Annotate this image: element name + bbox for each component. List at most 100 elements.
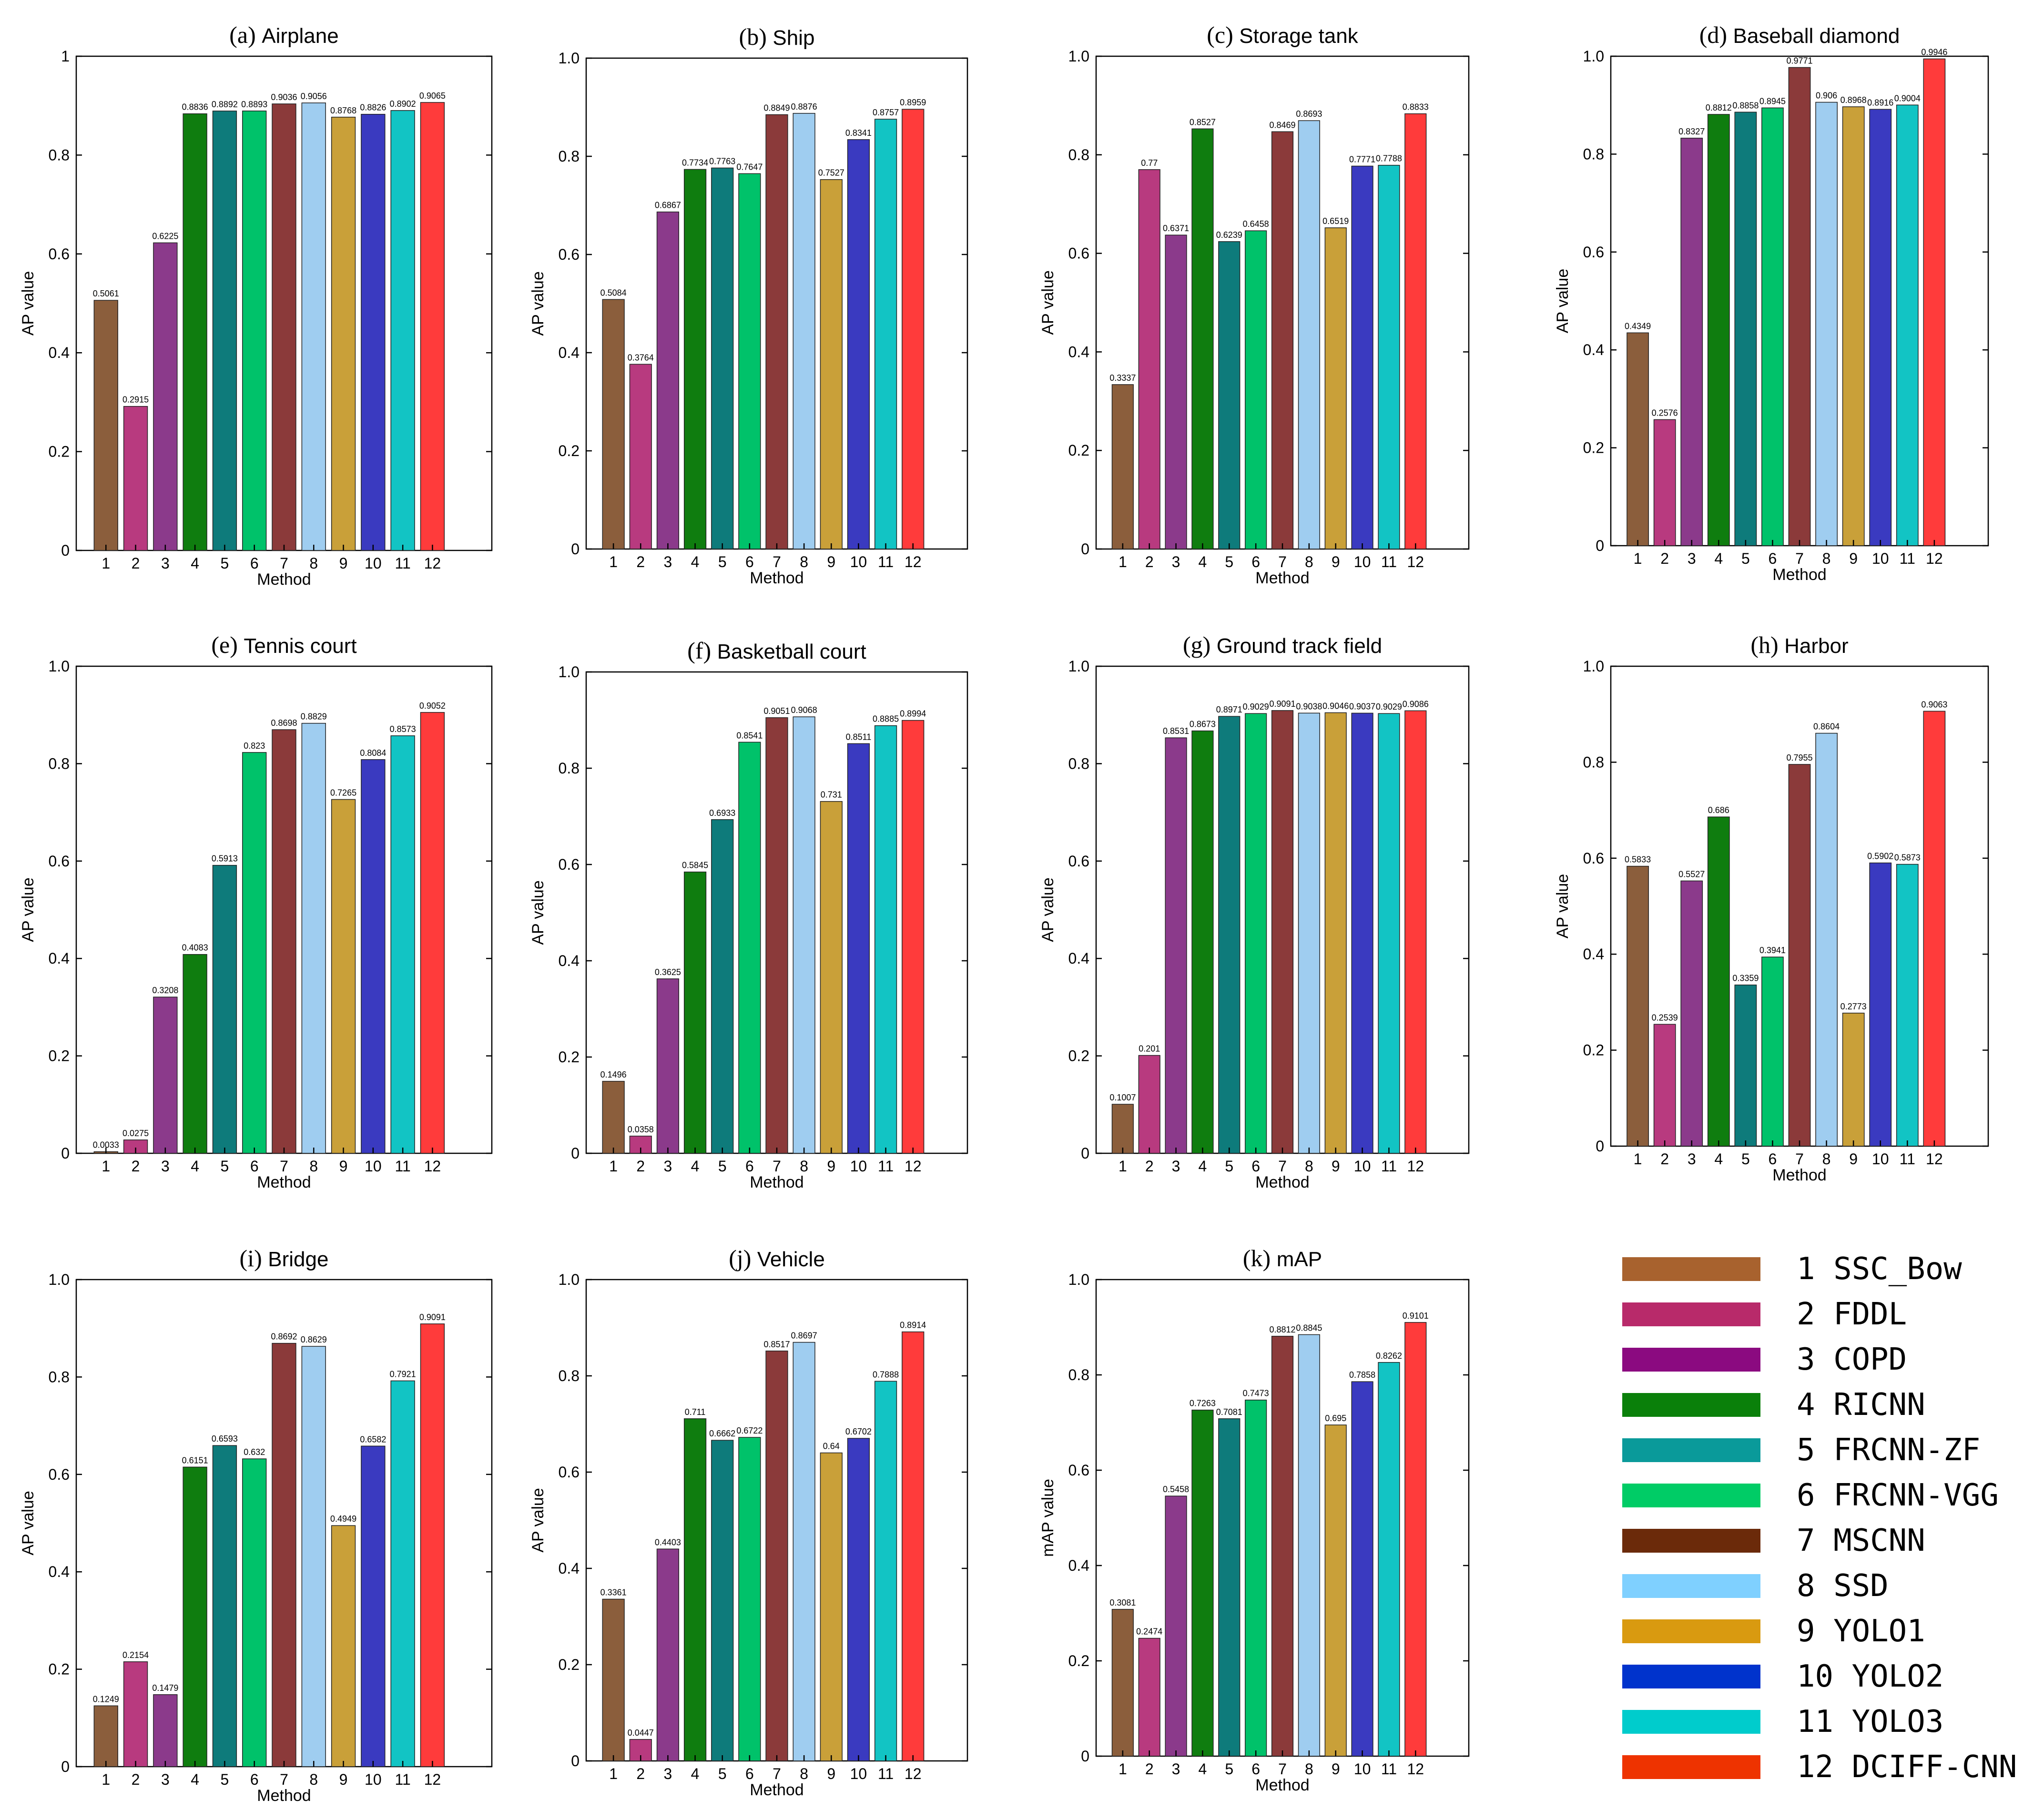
y-tick-label: 0.2	[1068, 1652, 1089, 1669]
bar-value-label: 0.3764	[628, 353, 654, 362]
x-tick-label: 11	[395, 1158, 411, 1175]
x-tick-label: 1	[609, 1158, 618, 1175]
x-tick-label: 5	[718, 1765, 727, 1782]
bar-value-label: 0.0033	[93, 1140, 119, 1150]
bar-method-10	[361, 1445, 386, 1767]
bar-method-8	[793, 716, 815, 1154]
chart-title: (b) Ship	[739, 23, 815, 50]
y-axis-label: AP value	[529, 880, 547, 945]
x-tick-label: 3	[161, 555, 170, 572]
x-tick-label: 11	[1381, 553, 1397, 570]
legend-swatch	[1622, 1665, 1760, 1688]
x-tick-label: 3	[1172, 1158, 1180, 1175]
y-tick-label: 0.6	[1583, 244, 1604, 261]
bar-method-11	[874, 119, 897, 549]
x-tick-label: 8	[800, 1765, 808, 1782]
bar-method-2	[1138, 169, 1160, 549]
x-tick-label: 1	[102, 555, 110, 572]
x-tick-label: 4	[1199, 1760, 1207, 1778]
x-tick-label: 6	[1251, 1760, 1260, 1778]
x-tick-label: 11	[1381, 1158, 1397, 1175]
bar-method-4	[1707, 114, 1730, 546]
x-tick-label: 8	[1822, 1150, 1831, 1168]
x-tick-label: 7	[280, 1158, 288, 1175]
y-tick-label: 1.0	[1068, 48, 1089, 65]
bar-value-label: 0.7263	[1190, 1399, 1216, 1408]
x-tick-label: 2	[132, 1158, 140, 1175]
bar-method-5	[1218, 716, 1241, 1154]
x-tick-label: 6	[745, 1765, 754, 1782]
bar-method-1	[93, 300, 118, 551]
x-tick-label: 7	[773, 1158, 781, 1175]
bar-value-label: 0.9056	[301, 92, 327, 101]
y-tick-label: 0.6	[559, 1464, 580, 1481]
bar-method-7	[272, 103, 296, 551]
y-tick-label: 0.6	[1068, 1462, 1089, 1479]
bar-value-label: 0.8876	[791, 102, 817, 112]
x-tick-label: 2	[1145, 1760, 1154, 1778]
x-tick-label: 1	[609, 1765, 618, 1782]
y-tick-label: 0.2	[49, 1047, 70, 1065]
bar-value-label: 0.8541	[736, 731, 763, 740]
bar-value-label: 0.7734	[682, 158, 708, 167]
chart-f: 0 0.2 0.4 0.6 0.8 1.0 0.1496 1 0.0358 2 0.3625 3 0.5…	[529, 637, 968, 1191]
bar-value-label: 0.8262	[1376, 1351, 1402, 1361]
bar-method-11	[874, 1381, 897, 1761]
bar-value-label: 0.9046	[1322, 701, 1349, 711]
x-tick-label: 5	[221, 555, 229, 572]
x-tick-label: 1	[1634, 1150, 1642, 1168]
bar-value-label: 0.8858	[1732, 101, 1759, 110]
bar-value-label: 0.6225	[152, 231, 178, 241]
bar-method-11	[390, 735, 415, 1154]
x-tick-label: 10	[1354, 1760, 1371, 1778]
bar-value-label: 0.9086	[1403, 699, 1429, 709]
y-tick-label: 1.0	[1583, 48, 1604, 65]
y-tick-label: 0.8	[1068, 1366, 1089, 1383]
bar-value-label: 0.6662	[709, 1429, 735, 1438]
bar-method-4	[183, 954, 207, 1154]
y-tick-label: 0.4	[1583, 341, 1604, 358]
bar-method-1	[1111, 384, 1134, 549]
y-axis-label: AP value	[1039, 877, 1057, 942]
x-axis-label: Method	[1255, 569, 1309, 587]
legend-label: 9 YOLO1	[1797, 1614, 1925, 1649]
bar-value-label: 0.1496	[600, 1070, 627, 1079]
x-tick-label: 10	[365, 555, 382, 572]
bar-value-label: 0.906	[1816, 91, 1837, 101]
bar-value-label: 0.2576	[1652, 408, 1678, 417]
bar-value-label: 0.7788	[1376, 154, 1402, 163]
x-tick-label: 5	[1225, 1760, 1233, 1778]
x-tick-label: 9	[1332, 1760, 1340, 1778]
y-axis-label: AP value	[19, 271, 37, 336]
y-tick-label: 0.4	[49, 344, 70, 361]
bar-value-label: 0.9091	[1269, 699, 1295, 709]
y-tick-label: 1.0	[49, 1271, 70, 1288]
legend-item-2: 2 FDDL	[1622, 1297, 1907, 1332]
bar-method-4	[183, 113, 207, 551]
bar-method-6	[738, 1437, 761, 1761]
bar-method-1	[602, 299, 625, 549]
chart-title: (h) Harbor	[1750, 631, 1848, 658]
legend-label: 7 MSCNN	[1797, 1523, 1925, 1558]
x-tick-label: 10	[850, 1158, 867, 1175]
bar-method-5	[711, 819, 734, 1154]
bar-value-label: 0.686	[1708, 805, 1729, 815]
bar-value-label: 0.2915	[122, 395, 149, 405]
y-tick-label: 0.6	[1068, 245, 1089, 262]
bar-method-6	[1761, 956, 1784, 1147]
bar-method-10	[1869, 109, 1892, 546]
bar-method-11	[390, 1380, 415, 1767]
x-tick-label: 10	[1354, 1158, 1371, 1175]
bar-method-4	[1707, 816, 1730, 1147]
y-axis-label: mAP value	[1039, 1479, 1057, 1557]
y-tick-label: 0.4	[1068, 343, 1089, 360]
bar-value-label: 0.8959	[900, 98, 926, 107]
bar-value-label: 0.9068	[791, 705, 817, 715]
bar-value-label: 0.8826	[360, 103, 386, 112]
chart-e: 0 0.2 0.4 0.6 0.8 1.0 0.0033 1 0.0275 2 0.3208 3 0.4…	[19, 631, 493, 1191]
bar-method-3	[1165, 1495, 1187, 1757]
x-tick-label: 7	[1278, 1760, 1287, 1778]
x-tick-label: 9	[1332, 1158, 1340, 1175]
bar-method-9	[820, 801, 843, 1154]
chart-title: (c) Storage tank	[1207, 21, 1358, 48]
